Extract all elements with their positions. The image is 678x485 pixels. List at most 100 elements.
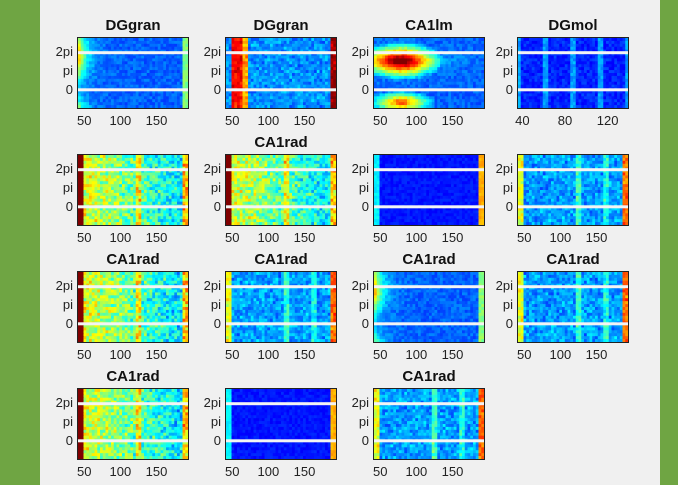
heatmap-cell	[130, 38, 134, 42]
heatmap-cell	[80, 216, 84, 220]
heatmap-cell	[185, 99, 188, 103]
x-tick-label: 40	[515, 113, 530, 128]
heatmap-cell	[415, 105, 419, 108]
heatmap-cell	[382, 46, 386, 51]
heatmap-cell	[470, 58, 474, 62]
heatmap-cell	[589, 46, 593, 51]
heatmap-cell	[289, 73, 293, 77]
heatmap-cell	[127, 67, 131, 71]
heatmap-cell	[102, 201, 106, 206]
heatmap-cell	[440, 43, 444, 48]
heatmap-cell	[245, 52, 249, 56]
heatmap-cell	[80, 105, 84, 108]
heatmap-cell	[226, 61, 230, 65]
heatmap-cell	[160, 175, 164, 179]
heatmap-cell	[135, 163, 139, 168]
heatmap-cell	[100, 61, 104, 65]
heatmap-cell	[239, 163, 243, 168]
heatmap-cell	[451, 99, 455, 103]
heatmap-cell	[289, 78, 293, 83]
heatmap-cell	[581, 102, 585, 106]
heatmap-cell	[275, 157, 279, 162]
heatmap-cell	[163, 219, 167, 223]
heatmap-cell	[333, 70, 336, 74]
heatmap-cell	[105, 75, 109, 80]
heatmap-cell	[133, 213, 137, 217]
heatmap-cell	[562, 40, 566, 45]
heatmap-cell	[239, 90, 243, 94]
heatmap-cell	[168, 96, 172, 100]
heatmap-cell	[526, 70, 530, 74]
heatmap-cell	[459, 84, 463, 89]
heatmap-cell	[617, 70, 621, 74]
heatmap-cell	[171, 75, 175, 80]
heatmap-cell	[316, 40, 320, 45]
heatmap-cell	[152, 55, 156, 59]
heatmap-cell	[78, 102, 82, 106]
heatmap-cell	[567, 96, 571, 100]
heatmap-cell	[606, 73, 610, 77]
heatmap-cell	[619, 55, 623, 59]
heatmap-cell	[80, 219, 84, 223]
heatmap-cell	[434, 58, 438, 62]
heatmap-cell	[267, 90, 271, 94]
heatmap-cell	[478, 55, 482, 59]
heatmap-cell	[606, 70, 610, 74]
heatmap-cell	[127, 163, 131, 168]
heatmap-cell	[319, 61, 323, 65]
heatmap-cell	[108, 105, 112, 108]
heatmap-cell	[133, 222, 137, 225]
heatmap-cell	[231, 155, 235, 159]
heatmap-cell	[518, 84, 522, 89]
heatmap-cell	[237, 75, 241, 80]
heatmap-cell	[127, 96, 131, 100]
heatmap-cell	[160, 73, 164, 77]
heatmap-cell	[564, 81, 568, 86]
heatmap-cell	[127, 160, 131, 165]
heatmap-cell	[415, 96, 419, 100]
heatmap-cell	[174, 61, 178, 65]
heatmap-cell	[171, 187, 175, 191]
heatmap-cell	[149, 207, 153, 211]
heatmap-cell	[412, 52, 416, 56]
heatmap-cell	[94, 40, 98, 45]
heatmap-cell	[475, 73, 479, 77]
heatmap-cell	[600, 58, 604, 62]
heatmap-cell	[592, 105, 596, 108]
heatmap-cell	[177, 219, 181, 223]
heatmap-cell	[86, 40, 90, 45]
heatmap-cell	[179, 84, 183, 89]
heatmap-cell	[89, 93, 93, 97]
heatmap-cell	[426, 67, 430, 71]
heatmap-cell	[78, 184, 82, 188]
heatmap-cell	[171, 181, 175, 185]
heatmap-cell	[86, 222, 90, 225]
heatmap-cell	[94, 172, 98, 176]
heatmap-cell	[396, 55, 400, 59]
heatmap-cell	[160, 75, 164, 80]
heatmap-cell	[283, 61, 287, 65]
heatmap-cell	[467, 93, 471, 97]
heatmap-cell	[144, 222, 148, 225]
heatmap-cell	[420, 38, 424, 42]
heatmap-cell	[297, 78, 301, 83]
heatmap-cell	[379, 96, 383, 100]
heatmap-cell	[124, 157, 128, 162]
heatmap-cell	[611, 58, 615, 62]
heatmap-cell	[89, 78, 93, 83]
heatmap-cell	[248, 81, 252, 86]
heatmap-cell	[259, 157, 263, 162]
heatmap-cell	[415, 81, 419, 86]
heatmap-cell	[467, 90, 471, 94]
heatmap-cell	[256, 160, 260, 165]
heatmap-cell	[611, 90, 615, 94]
heatmap-cell	[597, 46, 601, 51]
heatmap-cell	[564, 55, 568, 59]
heatmap-cell	[289, 46, 293, 51]
heatmap-cell	[264, 78, 268, 83]
heatmap-cell	[305, 58, 309, 62]
heatmap-cell	[297, 38, 301, 42]
heatmap-cell	[412, 93, 416, 97]
heatmap-cell	[138, 84, 142, 89]
heatmap-cell	[182, 61, 186, 65]
